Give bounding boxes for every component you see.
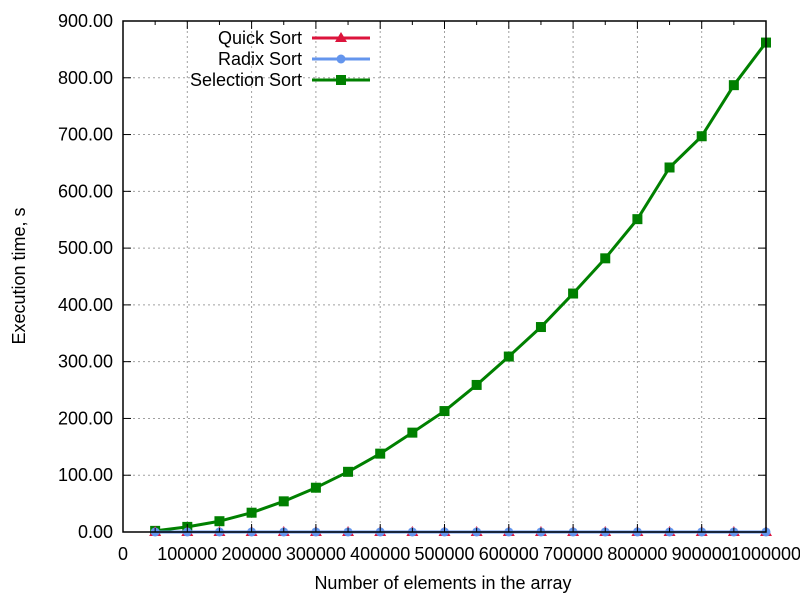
axis-ticks: 0.00 100.00 200.00 300.00 400.00 500.00 600.00… xyxy=(58,11,800,564)
selection-sort-point xyxy=(503,351,514,362)
selection-sort-point xyxy=(600,253,611,264)
y-tick-label: 200.00 xyxy=(58,408,113,428)
selection-sort-point xyxy=(375,448,386,459)
selection-sort-point xyxy=(407,427,418,438)
selection-sort-point xyxy=(214,516,225,527)
y-tick-label: 500.00 xyxy=(58,238,113,258)
x-tick-label: 400000 xyxy=(350,544,410,564)
x-tick-label: 500000 xyxy=(414,544,474,564)
y-tick-label: 400.00 xyxy=(58,295,113,315)
y-tick-label: 300.00 xyxy=(58,352,113,372)
selection-sort-point xyxy=(568,288,579,299)
selection-sort-point xyxy=(246,507,257,518)
x-tick-label: 100000 xyxy=(157,544,217,564)
legend-label-selection-sort: Selection Sort xyxy=(190,70,302,90)
y-tick-label: 800.00 xyxy=(58,68,113,88)
x-tick-label: 700000 xyxy=(543,544,603,564)
y-axis-label: Execution time, s xyxy=(9,207,29,344)
selection-sort-point xyxy=(696,131,707,142)
selection-sort-point xyxy=(439,406,450,417)
x-tick-label: 600000 xyxy=(479,544,539,564)
x-tick-label: 800000 xyxy=(607,544,667,564)
y-tick-label: 100.00 xyxy=(58,465,113,485)
legend-marker-quick-sort xyxy=(335,32,347,42)
selection-sort-point xyxy=(278,496,289,507)
selection-sort-point xyxy=(471,379,482,390)
y-tick-label: 700.00 xyxy=(58,125,113,145)
legend-marker-selection-sort xyxy=(336,75,346,85)
x-axis-label: Number of elements in the array xyxy=(314,573,571,593)
x-tick-label: 1000000 xyxy=(731,544,800,564)
selection-sort-point xyxy=(664,162,675,173)
selection-sort-point xyxy=(632,214,643,225)
x-tick-label: 200000 xyxy=(222,544,282,564)
x-tick-label: 0 xyxy=(118,544,128,564)
legend-marker-radix-sort xyxy=(336,54,346,64)
x-tick-label: 900000 xyxy=(672,544,732,564)
selection-sort-point xyxy=(310,482,321,493)
legend-label-quick-sort: Quick Sort xyxy=(218,28,302,48)
y-tick-label: 0.00 xyxy=(78,522,113,542)
plot-area xyxy=(149,37,772,537)
y-tick-label: 900.00 xyxy=(58,11,113,31)
grid-lines xyxy=(123,21,766,532)
selection-sort-line xyxy=(154,41,768,533)
x-tick-label: 300000 xyxy=(286,544,346,564)
legend-label-radix-sort: Radix Sort xyxy=(218,49,302,69)
y-tick-label: 600.00 xyxy=(58,181,113,201)
selection-sort-point xyxy=(343,466,354,477)
selection-sort-point xyxy=(728,80,739,91)
selection-sort-point xyxy=(535,322,546,333)
